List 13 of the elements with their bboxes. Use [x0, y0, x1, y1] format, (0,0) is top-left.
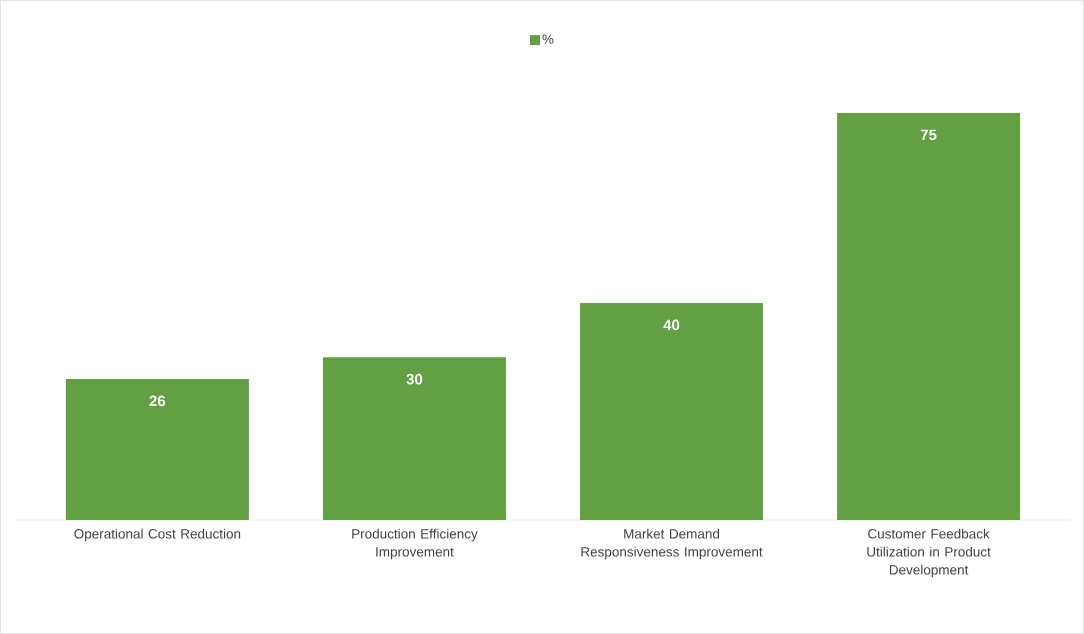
bar — [580, 302, 764, 520]
legend-label: % — [542, 34, 554, 44]
bar — [322, 357, 506, 520]
data-label: 26 — [149, 395, 166, 407]
bar — [65, 378, 249, 520]
data-label: 40 — [663, 319, 680, 331]
x-tick-label: Operational Cost Reduction — [74, 528, 241, 542]
bar — [837, 112, 1021, 520]
data-label: 30 — [406, 373, 423, 385]
data-label: 75 — [920, 129, 937, 141]
x-tick-label: Production Efficiency Improvement — [352, 528, 478, 560]
x-tick-label: Market Demand Responsiveness Improvement — [581, 528, 763, 560]
x-tick-label: Customer Feedback Utilization in Product Development — [867, 528, 991, 578]
